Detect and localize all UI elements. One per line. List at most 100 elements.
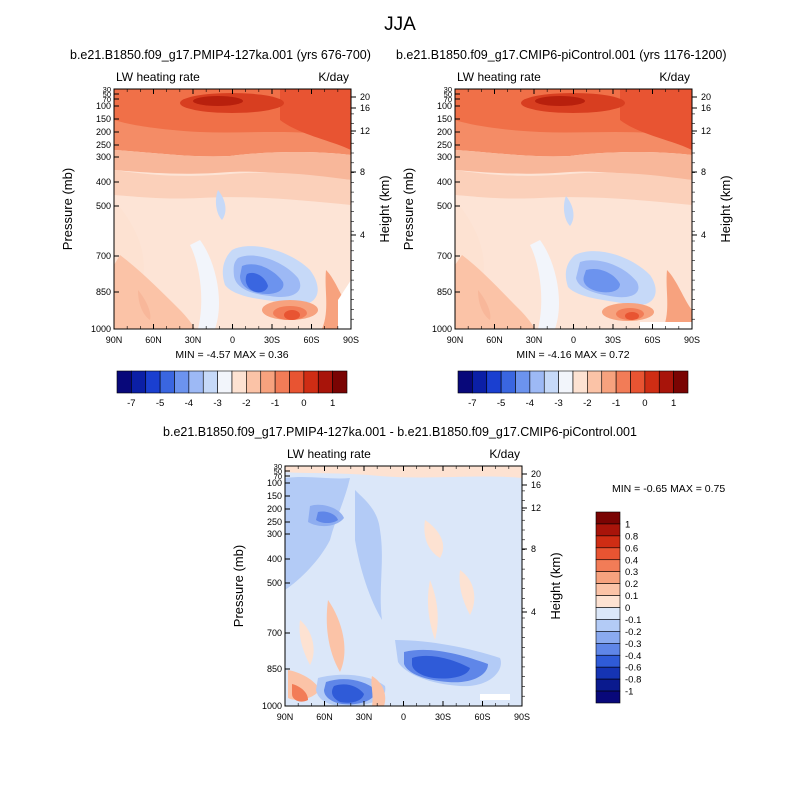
- colorbar-1-swatch: [174, 370, 190, 394]
- panel-2-y-tick-label: 200: [437, 127, 452, 137]
- colorbar-2-swatch: [500, 370, 516, 394]
- panel-3-height-tick-label: 4: [531, 607, 536, 617]
- panel-3-x-tick-label: 60N: [316, 712, 333, 722]
- colorbar-1-label: -5: [156, 398, 164, 409]
- colorbar-3-label: -1: [625, 687, 633, 698]
- panel-3-y-tick-label: 400: [267, 554, 282, 564]
- colorbar-3-label: 0.8: [625, 531, 638, 542]
- panel-3-y-tick-label: 50: [274, 467, 282, 476]
- colorbar-1-label: -1: [271, 398, 279, 409]
- panel-3-y-tick-label: 850: [267, 664, 282, 674]
- panel-3-height-tick-label: 12: [531, 503, 541, 513]
- panel-2-y-axis-title: Pressure (mb): [401, 168, 416, 250]
- panel-1-variable-label: LW heating rate: [116, 70, 200, 84]
- colorbar-2-swatch: [486, 370, 502, 394]
- panel-1-y-tick-label: 300: [96, 152, 111, 162]
- colorbar-3-label: -0.4: [625, 651, 641, 662]
- colorbar-2-label: -2: [583, 398, 591, 409]
- panel-1-height-tick-label: 8: [360, 167, 365, 177]
- colorbar-1-swatch: [289, 370, 305, 394]
- panel-1-units-label: K/day: [318, 70, 349, 84]
- panel-2-x-tick-label: 90N: [447, 335, 464, 345]
- panel-3-y-axis-title: Pressure (mb): [231, 545, 246, 627]
- panel-1-plot: [114, 89, 351, 329]
- panel-3-y-tick-label: 200: [267, 504, 282, 514]
- panel-1-x-tick-label: 60S: [303, 335, 319, 345]
- colorbar-2-label: -5: [497, 398, 505, 409]
- colorbar-1-label: 0: [301, 398, 306, 409]
- panel-2-y-tick-label: 700: [437, 251, 452, 261]
- panel-2-x-tick-label: 0: [571, 335, 576, 345]
- panel-1-subtitle: b.e21.B1850.f09_g17.PMIP4-127ka.001 (yrs…: [70, 48, 371, 62]
- panel-1-y-tick-label: 250: [96, 140, 111, 150]
- panel-3-y-tick-label: 700: [267, 628, 282, 638]
- colorbar-3-swatch: [595, 631, 621, 644]
- colorbar-2-swatch: [615, 370, 631, 394]
- colorbar-2-label: 1: [671, 398, 676, 409]
- colorbar-2-swatch: [673, 370, 689, 394]
- panel-2-y-tick-label: 250: [437, 140, 452, 150]
- panel-1-x-tick-label: 90S: [343, 335, 359, 345]
- panel-2-y-tick-label: 70: [444, 95, 452, 104]
- panel-1-height-tick-label: 4: [360, 230, 365, 240]
- panel-3-y-tick-label: 100: [267, 478, 282, 488]
- colorbar-3-swatch: [595, 559, 621, 572]
- colorbar-1-swatch: [202, 370, 218, 394]
- colorbar-3-label: -0.2: [625, 627, 641, 638]
- colorbar-2-swatch: [601, 370, 617, 394]
- panel-3-y-tick-label: 150: [267, 491, 282, 501]
- colorbar-3-swatch: [595, 619, 621, 632]
- colorbar-2-swatch: [572, 370, 588, 394]
- colorbar-2-swatch: [543, 370, 559, 394]
- panel-2-y-tick-label: 150: [437, 114, 452, 124]
- colorbar-2-swatch: [457, 370, 473, 394]
- colorbar-1-swatch: [274, 370, 290, 394]
- colorbar-1-swatch: [188, 370, 204, 394]
- colorbar-3-label: 0.4: [625, 555, 638, 566]
- panel-2-height-tick-label: 4: [701, 230, 706, 240]
- colorbar-2-swatch: [658, 370, 674, 394]
- colorbar-3-label: 0.2: [625, 579, 638, 590]
- colorbar-3-swatch: [595, 643, 621, 656]
- colorbar-1-swatch: [131, 370, 147, 394]
- panel-2-y-tick-label: 50: [444, 90, 452, 99]
- panel-2-height-tick-label: 16: [701, 103, 711, 113]
- colorbar-2-swatch: [587, 370, 603, 394]
- panel-3-y-tick-label: 250: [267, 517, 282, 527]
- panel-3-x-tick-label: 30S: [435, 712, 451, 722]
- panel-2-x-tick-label: 60S: [644, 335, 660, 345]
- colorbar-3-swatch: [595, 583, 621, 596]
- colorbar-1-swatch: [246, 370, 262, 394]
- colorbar-1-swatch: [231, 370, 247, 394]
- panel-1-y-tick-label: 850: [96, 287, 111, 297]
- panel-1-y-tick-label: 30: [103, 85, 111, 94]
- panel-3-y-tick-label: 500: [267, 578, 282, 588]
- colorbar-1-swatch: [317, 370, 333, 394]
- colorbar-3-label: 0.3: [625, 567, 638, 578]
- panel-3-min-max-stats: MIN = -0.65 MAX = 0.75: [612, 483, 725, 495]
- colorbar-3-swatch: [595, 607, 621, 620]
- colorbar-1-swatch: [217, 370, 233, 394]
- panel-2-y-tick-label: 500: [437, 201, 452, 211]
- colorbar-1-swatch: [303, 370, 319, 394]
- colorbar-1-swatch: [260, 370, 276, 394]
- panel-3-height-tick-label: 8: [531, 544, 536, 554]
- panel-1-x-tick-label: 60N: [145, 335, 162, 345]
- colorbar-3-swatch: [595, 666, 621, 680]
- colorbar-2-label: -1: [612, 398, 620, 409]
- panel-1-x-tick-label: 30S: [264, 335, 280, 345]
- panel-1-height-tick-label: 20: [360, 92, 370, 102]
- panel-2-y-tick-label: 850: [437, 287, 452, 297]
- panel-2-y-tick-label: 30: [444, 85, 452, 94]
- panel-1-y-tick-label: 100: [96, 101, 111, 111]
- panel-2-y-tick-label: 100: [437, 101, 452, 111]
- colorbar-3-label: -0.8: [625, 675, 641, 686]
- colorbar-3-swatch: [595, 678, 621, 692]
- panel-3-x-tick-label: 90S: [514, 712, 530, 722]
- colorbar-3-swatch: [595, 535, 621, 549]
- panel-2-y-tick-label: 400: [437, 177, 452, 187]
- colorbar-3-swatch: [595, 571, 621, 584]
- panel-2-x-tick-label: 90S: [684, 335, 700, 345]
- panel-2-variable-label: LW heating rate: [457, 70, 541, 84]
